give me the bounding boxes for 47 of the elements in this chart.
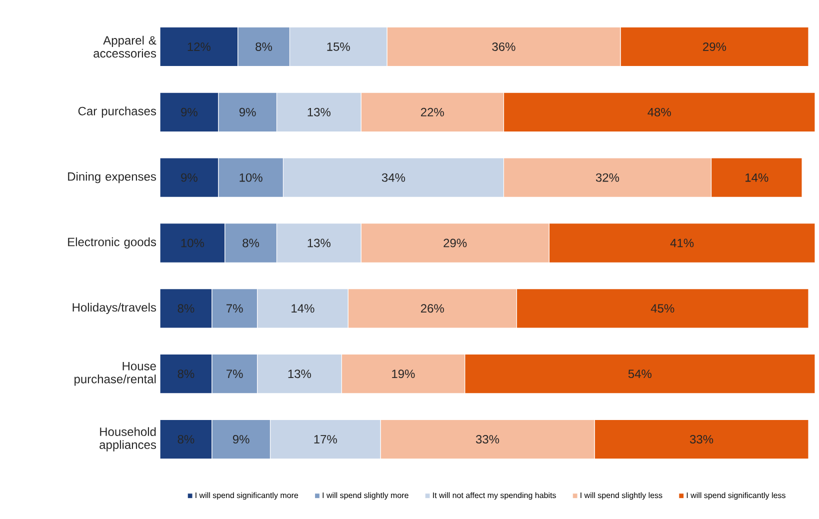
data-label: 7% — [226, 304, 243, 313]
data-label: 13% — [308, 108, 330, 116]
legend-label: I will spend significantly less — [686, 492, 786, 500]
data-label: 14% — [746, 173, 768, 182]
data-label: 41% — [670, 238, 694, 248]
legend-label: It will not affect my spending habits — [433, 492, 556, 500]
data-label: 33% — [476, 435, 500, 444]
data-label: 26% — [420, 304, 444, 313]
data-label: 7% — [226, 370, 243, 378]
data-label: 8% — [178, 370, 194, 378]
data-label: 9% — [232, 435, 250, 444]
data-label: 29% — [703, 42, 726, 51]
data-label: 12% — [188, 42, 210, 51]
data-label: 22% — [420, 108, 444, 116]
y-tick-label: Car purchases — [78, 106, 156, 118]
data-label: 9% — [181, 108, 198, 116]
data-label: 19% — [392, 370, 415, 378]
y-tick-label: Household appliances — [100, 427, 156, 452]
data-label: 36% — [492, 42, 516, 51]
data-label: 15% — [327, 42, 350, 51]
data-label: 54% — [628, 370, 652, 378]
y-tick-label: Dining expenses — [68, 172, 156, 184]
y-tick-label: Electronic goods — [68, 237, 156, 249]
data-label: 45% — [650, 304, 674, 313]
data-label: 8% — [178, 304, 194, 313]
data-label: 13% — [288, 370, 312, 378]
data-label: 32% — [596, 173, 620, 182]
data-label: 8% — [242, 238, 260, 248]
data-label: 33% — [690, 435, 714, 444]
legend-label: I will spend slightly more — [322, 492, 408, 500]
data-label: 29% — [444, 238, 467, 248]
data-label: 8% — [256, 42, 272, 51]
data-label: 9% — [181, 173, 198, 182]
data-label: 34% — [382, 173, 406, 182]
legend-label: I will spend significantly more — [196, 492, 298, 500]
y-tick-label: Holidays/travels — [72, 302, 156, 314]
data-label: 10% — [240, 173, 262, 182]
data-label: 10% — [181, 238, 204, 248]
y-tick-label: Apparel & accessories — [94, 36, 156, 58]
data-label: 48% — [648, 108, 671, 116]
data-label: 8% — [178, 435, 194, 444]
data-label: 9% — [239, 108, 256, 116]
data-label: 13% — [308, 238, 330, 248]
legend-label: I will spend slightly less — [580, 492, 662, 500]
data-label: 14% — [292, 304, 314, 313]
y-tick-label: House purchase/rental — [74, 362, 156, 386]
data-label: 17% — [314, 435, 337, 444]
